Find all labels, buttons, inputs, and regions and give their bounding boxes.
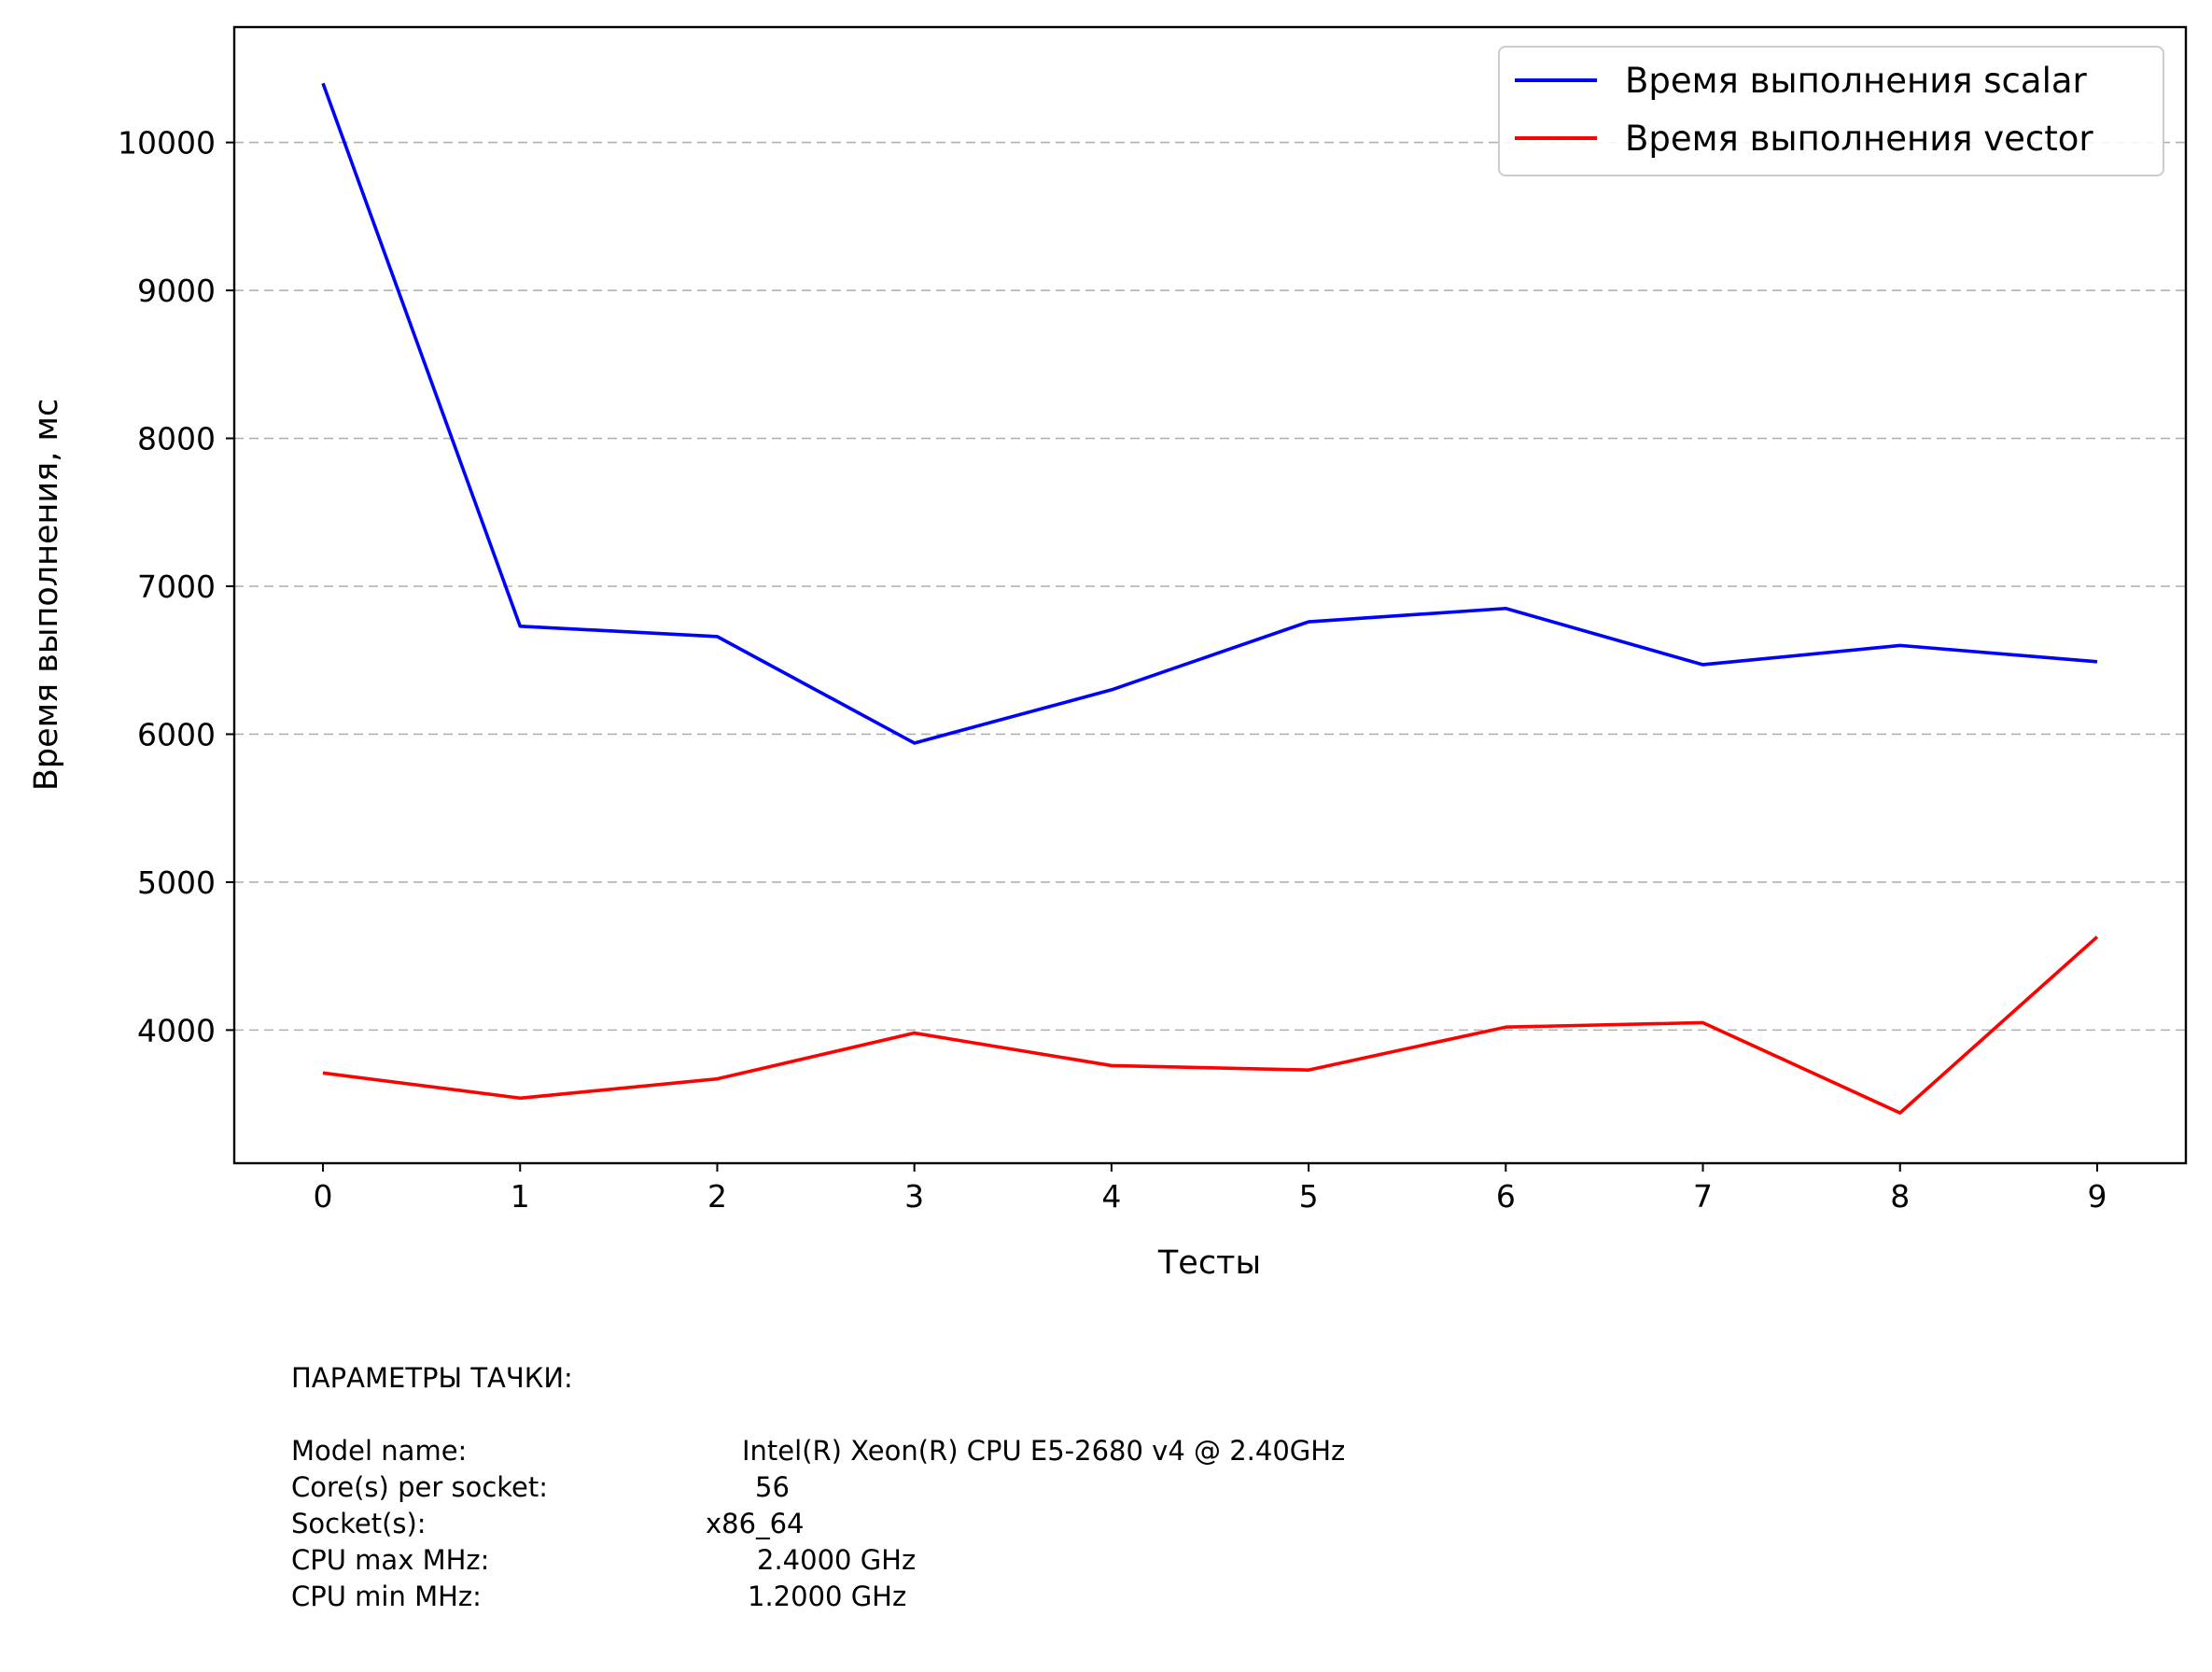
x-tick-label: 7 [1693, 1178, 1713, 1215]
x-tick-label: 9 [2087, 1178, 2107, 1215]
x-tick-label: 6 [1496, 1178, 1516, 1215]
spec-value: 2.4000 GHz [757, 1544, 917, 1576]
x-axis-title: Тесты [1157, 1244, 1261, 1282]
y-tick-label: 9000 [137, 273, 216, 309]
spec-label: Core(s) per socket: [291, 1471, 549, 1503]
y-tick-label: 6000 [137, 716, 216, 752]
spec-value: 56 [755, 1471, 790, 1503]
spec-label: CPU max MHz: [291, 1544, 490, 1576]
legend-label-vector: Время выполнения vector [1625, 119, 2093, 159]
y-axis-title: Время выполнения, мс [28, 399, 65, 791]
series-line-scalar [321, 82, 2098, 745]
spec-row-min-mhz: CPU min MHz: 1.2000 GHz [291, 1579, 906, 1615]
spec-label: Socket(s): [291, 1508, 427, 1539]
plot-frame [232, 25, 2188, 1165]
legend-label-scalar: Время выполнения scalar [1625, 61, 2088, 101]
series-lines [321, 82, 2099, 1115]
machine-info-heading: ПАРАМЕТРЫ ТАЧКИ: [291, 1362, 573, 1394]
y-tick-label: 10000 [118, 125, 216, 162]
legend: Время выполнения scalar Время выполнения… [1498, 46, 2164, 176]
spec-value: Intel(R) Xeon(R) CPU E5-2680 v4 @ 2.40GH… [742, 1435, 1346, 1467]
x-tick-label: 5 [1299, 1178, 1319, 1215]
y-tick-label: 8000 [137, 421, 216, 457]
spec-row-sockets: Socket(s): x86_64 [291, 1506, 804, 1542]
axis-ticks: 4000 5000 6000 7000 8000 9000 10000 0 1 2 3 4 5 6 7 8 9 [118, 125, 2107, 1215]
x-tick-label: 2 [707, 1178, 727, 1215]
spec-row-max-mhz: CPU max MHz: 2.4000 GHz [291, 1542, 916, 1579]
x-tick-label: 0 [314, 1178, 333, 1215]
gridlines [234, 141, 2186, 1032]
series-line-vector [322, 935, 2099, 1115]
spec-value: 1.2000 GHz [748, 1581, 907, 1612]
legend-box [1498, 46, 2164, 176]
x-tick-label: 3 [904, 1178, 924, 1215]
spec-label: CPU min MHz: [291, 1581, 482, 1612]
y-tick-label: 7000 [137, 569, 216, 605]
machine-info: ПАРАМЕТРЫ ТАЧКИ: Model name: Intel(R) Xe… [291, 1360, 1345, 1615]
spec-value: x86_64 [706, 1508, 805, 1539]
x-tick-label: 4 [1101, 1178, 1121, 1215]
spec-row-cores: Core(s) per socket: 56 [291, 1469, 790, 1506]
x-tick-label: 1 [511, 1178, 530, 1215]
spec-row-model: Model name: Intel(R) Xeon(R) CPU E5-2680… [291, 1433, 1345, 1469]
y-tick-label: 5000 [137, 864, 216, 901]
y-tick-label: 4000 [137, 1012, 216, 1048]
spec-label: Model name: [291, 1435, 468, 1467]
x-tick-label: 8 [1890, 1178, 1910, 1215]
